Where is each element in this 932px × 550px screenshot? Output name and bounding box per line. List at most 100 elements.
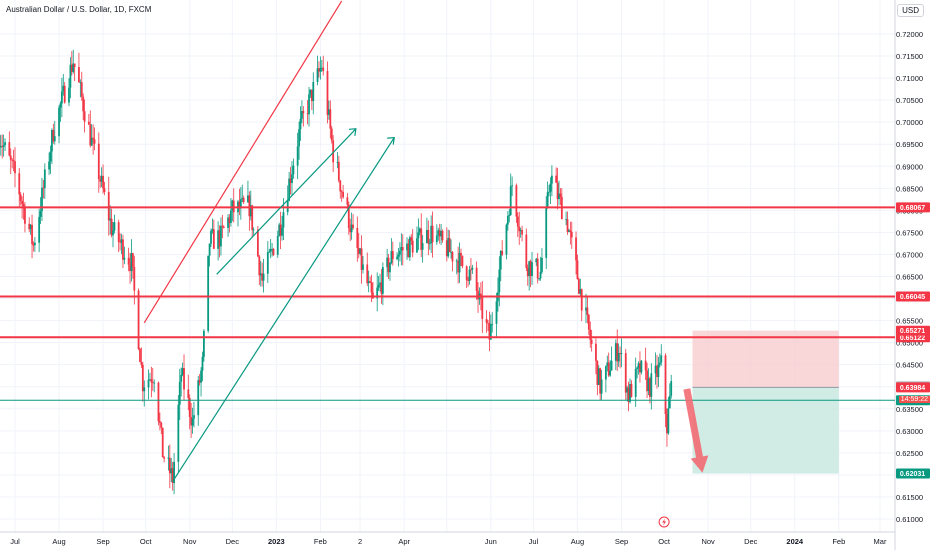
time-tick-label: Jul: [529, 537, 539, 546]
candle-body: [242, 197, 245, 203]
candle-body: [12, 160, 15, 162]
candle-body: [448, 238, 451, 253]
candle-body: [624, 353, 627, 393]
candle-body: [102, 175, 104, 189]
candle-body: [347, 204, 350, 229]
candle-body: [549, 183, 552, 192]
time-tick-label: 2024: [786, 537, 804, 546]
currency-button[interactable]: USD: [897, 4, 924, 17]
candle-body: [21, 200, 24, 204]
candle-body: [281, 227, 283, 236]
candle-body: [417, 232, 420, 239]
candle-body: [330, 128, 333, 141]
candle-body: [428, 243, 431, 245]
candle-body: [316, 68, 319, 82]
candle-body: [82, 96, 85, 112]
candle-body: [14, 161, 16, 174]
candle-body: [231, 200, 234, 211]
price-badge-label: 0.65122: [900, 335, 925, 342]
candle-body: [252, 229, 255, 231]
candle-body: [580, 289, 583, 311]
candle-body: [157, 382, 160, 422]
price-tick-label: 0.70500: [896, 96, 923, 105]
candle-body: [600, 379, 603, 394]
candle-body: [302, 111, 305, 114]
candle-body: [11, 159, 14, 161]
candle-body: [160, 422, 163, 428]
candle-body: [208, 243, 211, 256]
price-tick-label: 0.68500: [896, 184, 923, 193]
time-tick-label: Apr: [398, 537, 410, 546]
candle-body: [211, 229, 214, 232]
candle-body: [149, 379, 151, 381]
candle-body: [110, 218, 113, 236]
candle-body: [241, 197, 244, 200]
candle-body: [516, 216, 519, 227]
candle-body: [528, 261, 531, 277]
candle-body: [218, 230, 221, 247]
candle-body: [435, 235, 438, 243]
candle-body: [406, 243, 408, 251]
price-badge: [896, 382, 930, 393]
candle-body: [370, 282, 373, 293]
candle-body: [318, 68, 320, 72]
candle-body: [646, 370, 648, 392]
candle-body: [183, 368, 185, 390]
candle-body: [117, 222, 120, 242]
candle-body: [614, 343, 617, 361]
candle-body: [120, 239, 123, 243]
candle-body: [173, 461, 175, 484]
candle-body: [399, 250, 401, 255]
candle-body: [282, 212, 285, 228]
candle-body: [8, 142, 11, 156]
candle-body: [119, 241, 122, 243]
candle-body: [481, 295, 484, 319]
time-tick-label: Nov: [183, 537, 197, 546]
candle-body: [170, 468, 173, 474]
candle-body: [107, 192, 110, 221]
candle-body: [337, 161, 340, 181]
candle-body: [426, 230, 428, 244]
candle-body: [457, 260, 460, 273]
candle-body: [407, 243, 410, 258]
candle-body: [32, 243, 35, 246]
candle-body: [495, 301, 498, 324]
candle-body: [43, 169, 46, 188]
candle-body: [488, 323, 491, 340]
candle-body: [271, 248, 273, 250]
candle-body: [664, 355, 667, 415]
candle-body: [310, 89, 313, 102]
candle-body: [247, 195, 249, 203]
candle-body: [599, 368, 602, 394]
candle-body: [509, 186, 512, 216]
lightning-glyph: [662, 518, 667, 526]
candle-body: [2, 145, 5, 147]
candle-body: [595, 343, 597, 361]
candle-body: [292, 165, 295, 175]
candle-body: [565, 219, 568, 220]
trendline-arrowhead: [387, 136, 395, 145]
candle-body: [18, 173, 21, 195]
candle-body: [332, 140, 335, 163]
candle-body: [167, 457, 170, 459]
candle-body: [212, 229, 215, 249]
candle-body: [288, 178, 291, 201]
trendline-arrowhead: [348, 128, 357, 136]
candle-body: [376, 287, 379, 299]
candle-body: [93, 139, 96, 144]
candle-body: [232, 200, 235, 213]
candle-body: [440, 230, 443, 237]
candle-body: [58, 107, 60, 137]
candle-body: [630, 383, 633, 397]
candle-body: [123, 257, 126, 260]
candle-body: [113, 222, 116, 231]
price-badge: [896, 325, 930, 336]
price-tick-label: 0.71000: [896, 74, 923, 83]
candle-body: [467, 280, 469, 282]
candle-body: [201, 356, 204, 371]
candle-body: [19, 194, 22, 201]
candle-body: [272, 248, 275, 255]
candle-body: [322, 67, 325, 71]
candle-body: [221, 225, 224, 227]
